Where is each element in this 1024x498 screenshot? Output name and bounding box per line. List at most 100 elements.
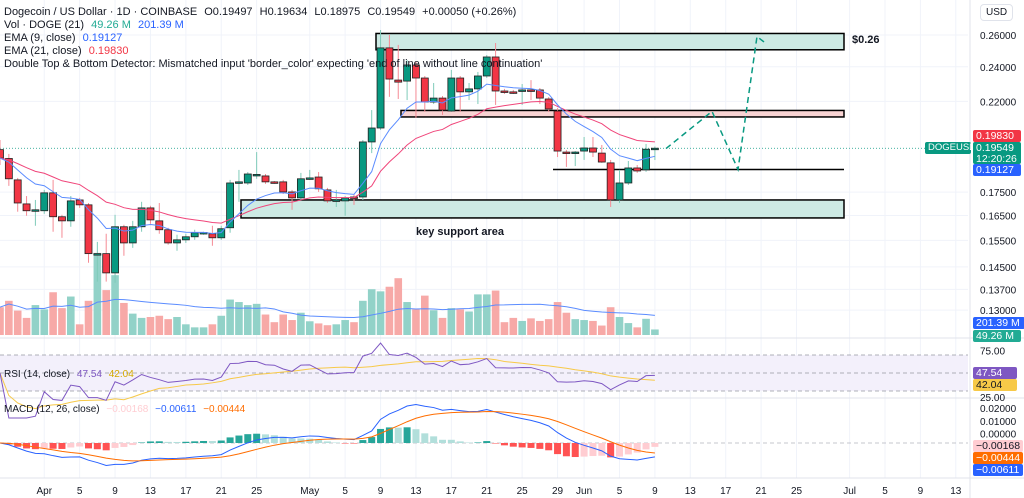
candle-body bbox=[84, 204, 93, 255]
candle-body bbox=[553, 110, 562, 152]
x-axis-tick-label: 9 bbox=[112, 486, 118, 497]
candle bbox=[252, 152, 261, 179]
candle bbox=[279, 179, 288, 194]
volume-bar bbox=[297, 312, 305, 335]
volume-bar bbox=[67, 296, 75, 335]
x-axis-tick-label: 5 bbox=[77, 486, 83, 497]
macd-histogram-bar bbox=[624, 443, 632, 455]
volume-bar bbox=[447, 308, 456, 335]
symbol-legend: Dogecoin / US Dollar · 1D · COINBASE O0.… bbox=[4, 6, 520, 19]
volume-bar bbox=[102, 290, 110, 335]
macd-histogram-bar bbox=[562, 443, 570, 457]
candle-body bbox=[376, 47, 385, 129]
candle bbox=[305, 169, 314, 180]
candle bbox=[226, 179, 235, 233]
volume-ma-tag: 201.39 M bbox=[973, 317, 1024, 329]
macd-histogram-bar bbox=[244, 434, 252, 443]
rsi-label: RSI (14, close) bbox=[4, 369, 71, 380]
x-axis-tick-label: 9 bbox=[652, 486, 658, 497]
volume-bar bbox=[137, 317, 146, 335]
volume-bar bbox=[385, 286, 394, 335]
candle bbox=[66, 196, 75, 227]
candle-body bbox=[562, 151, 571, 154]
candle-body bbox=[429, 97, 438, 103]
volume-bar bbox=[5, 300, 13, 335]
x-axis-tick-label: May bbox=[300, 486, 319, 497]
volume-value: 49.26 M bbox=[91, 19, 131, 31]
candle bbox=[49, 179, 57, 232]
ema9-legend: EMA (9, close) 0.19127 bbox=[4, 32, 126, 45]
macd-histogram-bar bbox=[306, 438, 314, 443]
volume-bar bbox=[553, 302, 562, 335]
candle-body bbox=[500, 90, 509, 93]
macd-histogram-bar bbox=[509, 443, 517, 447]
volume-bar bbox=[252, 303, 261, 335]
x-axis-tick-label: 5 bbox=[342, 486, 348, 497]
x-axis-tick-label: 17 bbox=[180, 486, 192, 497]
volume-bar bbox=[606, 307, 615, 335]
macd-histogram-bar bbox=[430, 436, 438, 443]
candle bbox=[190, 229, 199, 240]
macd-histogram-bar bbox=[474, 442, 482, 443]
macd-axis-tick-label: 0.01000 bbox=[980, 417, 1017, 428]
macd-legend: MACD (12, 26, close) −0.00168 −0.00611 −… bbox=[4, 403, 249, 416]
x-axis-tick-label: 5 bbox=[882, 486, 888, 497]
volume-bar bbox=[509, 317, 518, 335]
volume-bar bbox=[235, 302, 243, 335]
candle bbox=[527, 80, 535, 101]
macd-histogram-bar bbox=[155, 441, 163, 443]
macd-signal-value: −0.00444 bbox=[203, 404, 246, 415]
candle bbox=[429, 82, 438, 105]
ohlc-open: O0.19497 bbox=[204, 6, 253, 18]
macd-axis-tick-label: 0.02000 bbox=[980, 404, 1017, 415]
macd-line-value: −0.00611 bbox=[155, 404, 197, 415]
candle bbox=[482, 55, 491, 79]
macd-histogram-bar bbox=[279, 436, 287, 443]
macd-histogram-bar bbox=[226, 437, 234, 443]
candle-body bbox=[580, 147, 588, 152]
projection-path bbox=[665, 35, 767, 173]
macd-histogram-bar bbox=[341, 443, 349, 444]
candle-body bbox=[606, 162, 615, 201]
macd-histogram-bar bbox=[359, 440, 367, 443]
volume-bar bbox=[651, 329, 659, 335]
macd-histogram-bar bbox=[85, 443, 92, 449]
candle bbox=[606, 159, 615, 207]
x-axis-tick-label: 9 bbox=[918, 486, 924, 497]
macd-histogram-bar bbox=[253, 433, 261, 443]
volume-bar bbox=[465, 311, 473, 335]
candle bbox=[137, 201, 146, 232]
volume-bar bbox=[146, 317, 155, 335]
macd-histogram-bar bbox=[571, 443, 579, 458]
candle-body bbox=[642, 148, 650, 171]
currency-button[interactable]: USD bbox=[980, 4, 1014, 21]
volume-bar bbox=[429, 310, 438, 335]
volume-bar bbox=[164, 319, 172, 335]
volume-bar bbox=[75, 324, 84, 335]
volume-bar bbox=[527, 318, 535, 335]
macd-histogram-bar bbox=[270, 435, 278, 443]
x-axis-tick-label: 29 bbox=[552, 486, 564, 497]
price-axis-tick-label: 0.22000 bbox=[980, 97, 1017, 108]
candle bbox=[447, 69, 456, 112]
last-price: 0.19549 bbox=[976, 142, 1014, 154]
macd-histogram-bar bbox=[483, 441, 491, 443]
candle-body bbox=[314, 176, 323, 190]
x-axis-tick-label: 9 bbox=[378, 486, 384, 497]
volume-bar bbox=[217, 315, 226, 335]
macd-histogram-bar bbox=[492, 443, 500, 444]
volume-bar bbox=[128, 313, 137, 335]
volume-bar bbox=[13, 310, 22, 335]
macd-histogram-bar bbox=[439, 439, 446, 443]
candle bbox=[597, 144, 606, 163]
price-axis-tick-label: 0.26000 bbox=[980, 31, 1017, 42]
ohlc-low: L0.18975 bbox=[314, 6, 361, 18]
candle-body bbox=[111, 226, 119, 274]
candle bbox=[0, 139, 4, 165]
volume-bar bbox=[111, 275, 119, 335]
candle bbox=[412, 62, 420, 118]
volume-bar bbox=[199, 327, 208, 335]
volume-bar bbox=[536, 320, 544, 335]
candle-body bbox=[615, 182, 624, 201]
